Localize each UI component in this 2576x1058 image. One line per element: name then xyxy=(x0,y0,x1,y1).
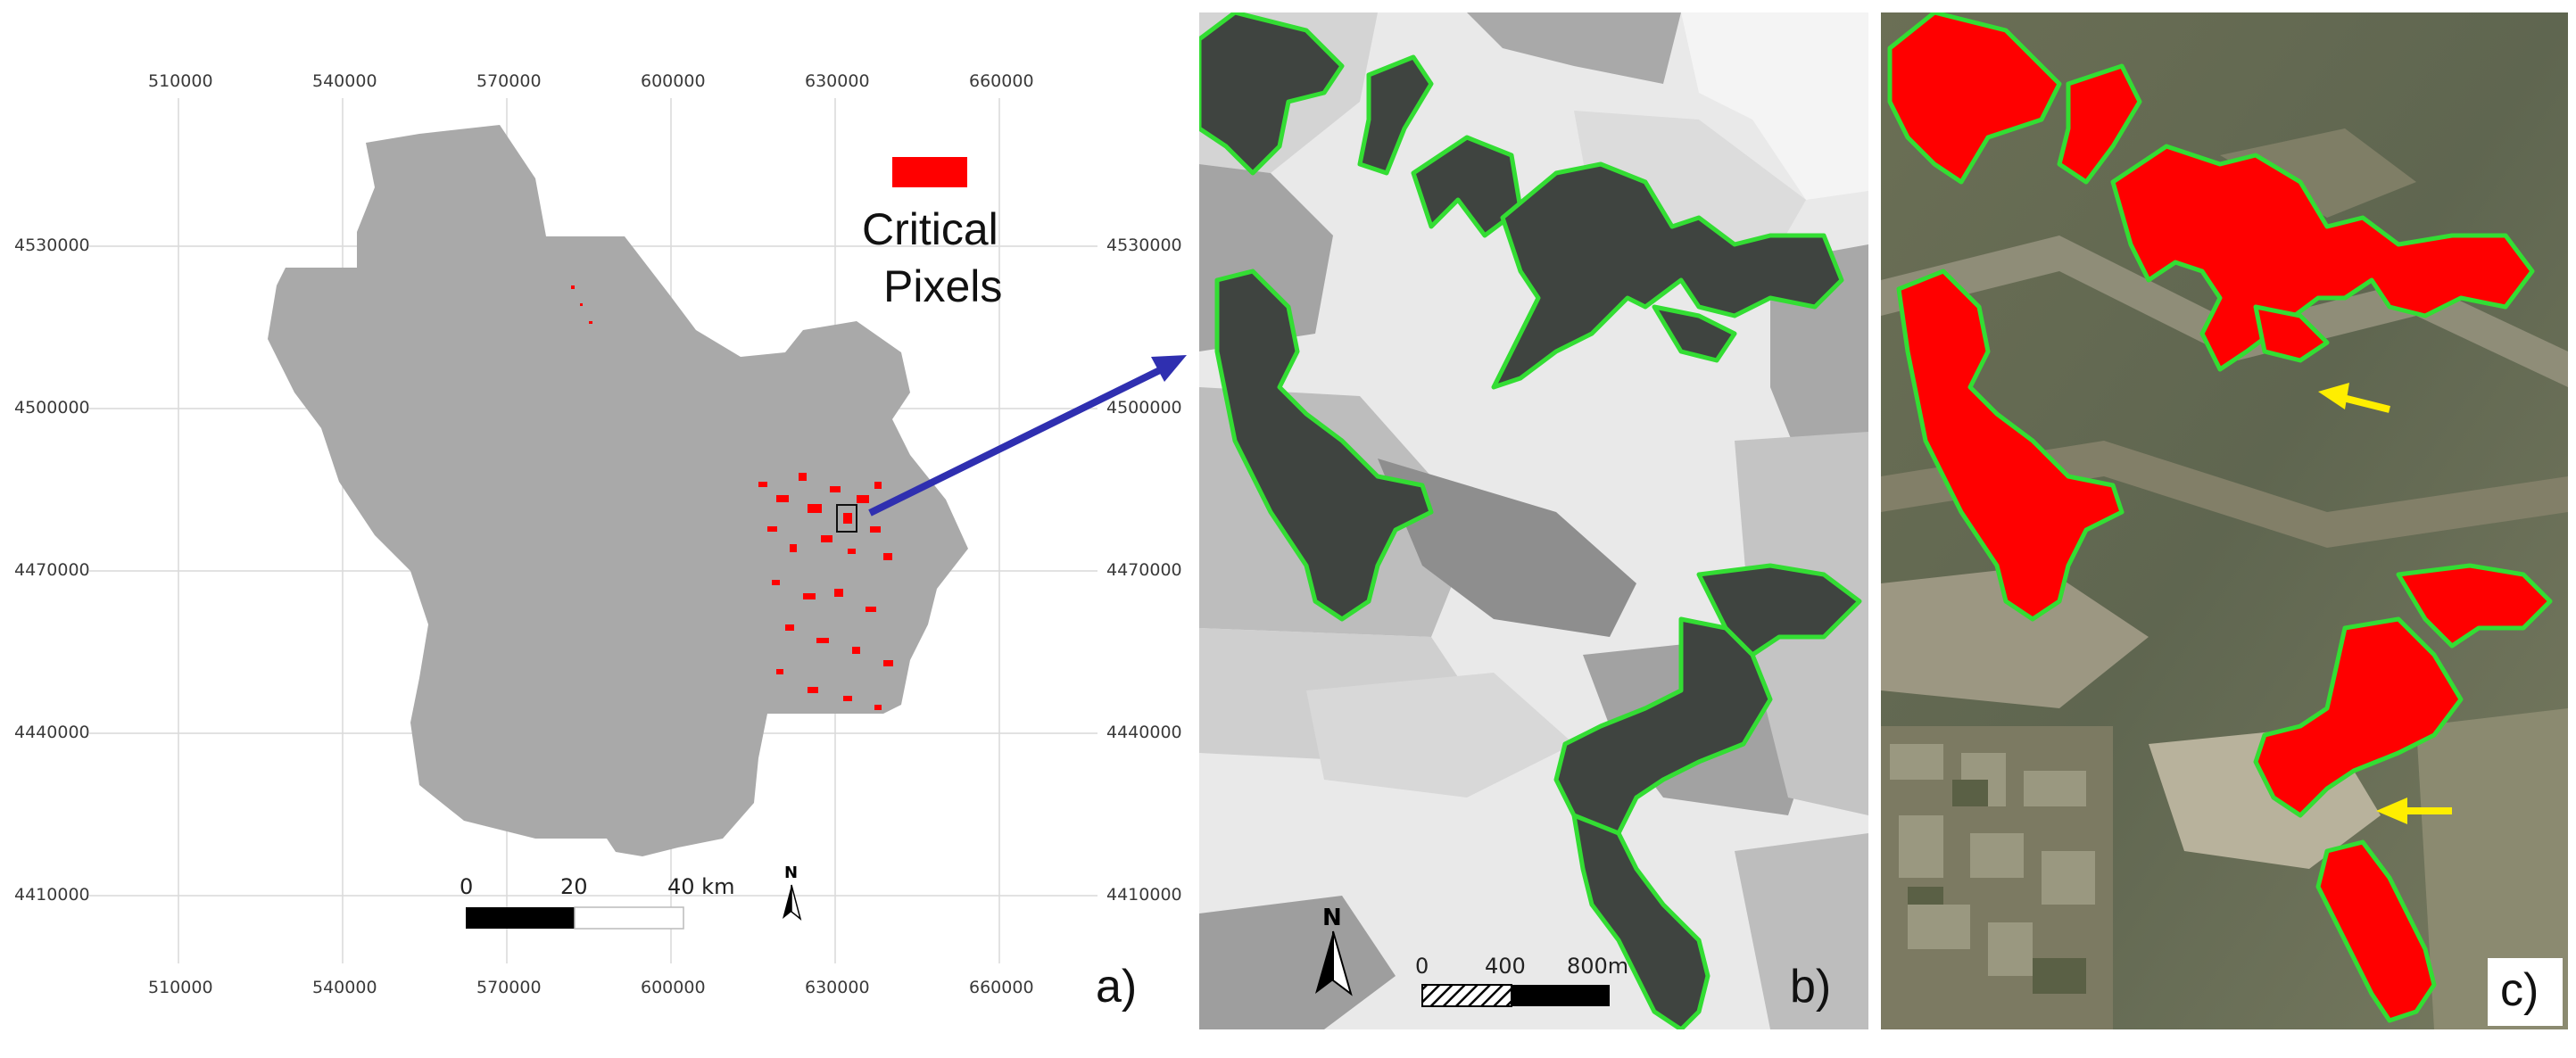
scale-label-20: 20 xyxy=(560,874,588,899)
scale-label-0: 0 xyxy=(1415,954,1429,979)
scale-bar-white xyxy=(574,906,684,930)
north-label: N xyxy=(784,864,799,882)
x-tick-top: 510000 xyxy=(148,71,213,91)
zoom-arrow xyxy=(868,362,1171,517)
x-tick-top: 600000 xyxy=(641,71,706,91)
x-tick-top: 630000 xyxy=(805,71,870,91)
panel-letter-background xyxy=(2488,958,2563,1026)
x-tick-bottom: 510000 xyxy=(148,978,213,997)
scale-bar-black xyxy=(466,907,575,929)
y-tick-right: 4440000 xyxy=(1106,723,1182,742)
scale-label-40km: 40 km xyxy=(667,874,735,899)
y-tick-right: 4470000 xyxy=(1106,560,1182,580)
municipality-zones xyxy=(1199,12,1868,1029)
panel-letter-c: c) xyxy=(2500,964,2539,1016)
overview-map-canvas xyxy=(89,98,1187,963)
satellite-image-panel: c) xyxy=(1881,12,2568,1029)
x-tick-bottom: 660000 xyxy=(969,978,1034,997)
y-tick-left: 4530000 xyxy=(14,236,90,255)
scale-label-800m: 800m xyxy=(1567,954,1629,979)
legend-label-line1: Critical xyxy=(862,204,998,254)
x-tick-top: 540000 xyxy=(312,71,377,91)
panel-letter-a: a) xyxy=(1096,961,1138,1013)
critical-area-polygons xyxy=(1887,12,2553,1023)
y-tick-right: 4530000 xyxy=(1106,236,1182,255)
zoom-arrow-head xyxy=(1151,355,1187,382)
scale-label-400: 400 xyxy=(1485,954,1526,979)
y-tick-left: 4470000 xyxy=(14,560,90,580)
y-tick-right: 4410000 xyxy=(1106,885,1182,905)
x-tick-bottom: 570000 xyxy=(476,978,542,997)
x-tick-bottom: 540000 xyxy=(312,978,377,997)
legend-label-line2: Pixels xyxy=(883,261,1003,311)
x-tick-top: 660000 xyxy=(969,71,1034,91)
yellow-arrow-2-head xyxy=(2376,798,2407,824)
y-tick-left: 4440000 xyxy=(14,723,90,742)
y-tick-left: 4410000 xyxy=(14,885,90,905)
zoom-extent-box xyxy=(836,504,857,533)
north-arrow-icon xyxy=(783,885,791,919)
x-tick-top: 570000 xyxy=(476,71,542,91)
zone-map-panel: N 0 400 800m b) xyxy=(1199,12,1868,1029)
overview-map-panel: 510000 540000 570000 600000 630000 66000… xyxy=(0,0,1187,1058)
north-label: N xyxy=(1322,905,1342,931)
north-arrow-icon xyxy=(1315,931,1333,994)
yellow-arrow-1-head xyxy=(2318,383,2349,409)
study-region-shape xyxy=(268,125,968,856)
satellite-canvas xyxy=(1881,12,2568,1029)
x-tick-bottom: 630000 xyxy=(805,978,870,997)
y-tick-right: 4500000 xyxy=(1106,398,1182,417)
panel-letter-b: b) xyxy=(1790,961,1832,1013)
scale-bar-hatched xyxy=(1421,984,1512,1007)
critical-pixels xyxy=(571,285,893,710)
x-tick-bottom: 600000 xyxy=(641,978,706,997)
forest-polygons-green-outline xyxy=(1199,12,1862,1029)
y-tick-left: 4500000 xyxy=(14,398,90,417)
scale-label-0: 0 xyxy=(460,874,474,899)
zone-map-canvas xyxy=(1199,12,1868,1029)
legend-swatch xyxy=(892,157,967,187)
scale-bar-black xyxy=(1512,985,1610,1006)
